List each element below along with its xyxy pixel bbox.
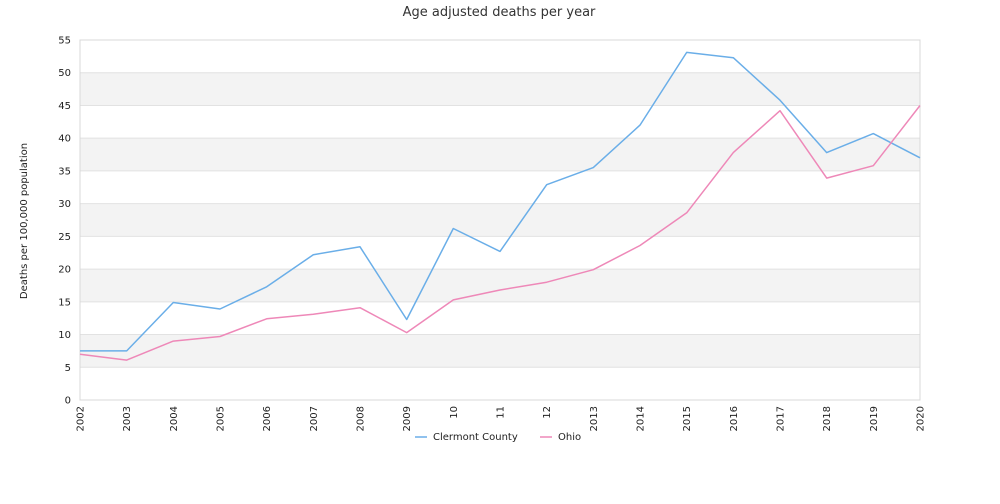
x-tick-label: 12	[542, 406, 553, 419]
y-tick-label: 55	[58, 36, 71, 47]
x-tick-label: 2008	[356, 406, 367, 431]
x-tick-label: 2019	[869, 406, 880, 431]
y-axis-ticks: 0 5 10 15 20 25 30 35 40 45 50 55	[58, 36, 71, 407]
y-tick-label: 0	[65, 396, 71, 407]
grid-band	[80, 203, 920, 237]
x-tick-label: 2009	[402, 406, 413, 431]
y-tick-label: 25	[58, 232, 71, 243]
chart-title: Age adjusted deaths per year	[403, 5, 596, 20]
y-tick-label: 15	[58, 297, 71, 308]
x-tick-label: 2004	[169, 406, 180, 431]
plot-frame	[79, 39, 921, 401]
y-axis-label: Deaths per 100,000 population	[19, 143, 30, 299]
x-tick-label: 2014	[636, 406, 647, 431]
x-tick-label: 2017	[776, 406, 787, 431]
series-lines	[79, 51, 921, 361]
x-tick-label: 2003	[122, 406, 133, 431]
x-tick-label: 2005	[216, 406, 227, 431]
x-tick-label: 2016	[729, 406, 740, 431]
grid-band	[80, 138, 920, 171]
x-tick-label: 11	[496, 406, 507, 419]
x-tick-label: 10	[449, 406, 460, 419]
y-tick-label: 20	[58, 265, 71, 276]
legend-label: Ohio	[558, 432, 581, 443]
legend-item-1[interactable]: Ohio	[540, 432, 581, 443]
x-axis-ticks: 2002 2003 2004 2005 2006 2007 2008 2009 10 11 12 20…	[76, 406, 927, 431]
x-tick-label: 2020	[916, 406, 927, 431]
grid-bands	[80, 72, 920, 368]
y-tick-label: 45	[58, 101, 71, 112]
y-tick-label: 30	[58, 199, 71, 210]
x-tick-label: 2018	[822, 406, 833, 431]
x-tick-label: 2013	[589, 406, 600, 431]
legend: Clermont County Ohio	[415, 432, 581, 443]
y-tick-label: 50	[58, 68, 71, 79]
grid-band	[80, 72, 920, 106]
x-tick-label: 2015	[682, 406, 693, 431]
y-tick-label: 40	[58, 134, 71, 145]
legend-label: Clermont County	[433, 432, 518, 443]
y-tick-label: 10	[58, 330, 71, 341]
grid-band	[80, 269, 920, 302]
x-tick-label: 2007	[309, 406, 320, 431]
series-line-0	[80, 51, 921, 352]
y-tick-label: 5	[65, 363, 71, 374]
legend-item-0[interactable]: Clermont County	[415, 432, 518, 443]
grid-band	[80, 334, 920, 368]
series-line-1	[79, 105, 921, 361]
y-tick-label: 35	[58, 166, 71, 177]
x-tick-label: 2006	[262, 406, 273, 431]
x-tick-label: 2002	[76, 406, 87, 431]
